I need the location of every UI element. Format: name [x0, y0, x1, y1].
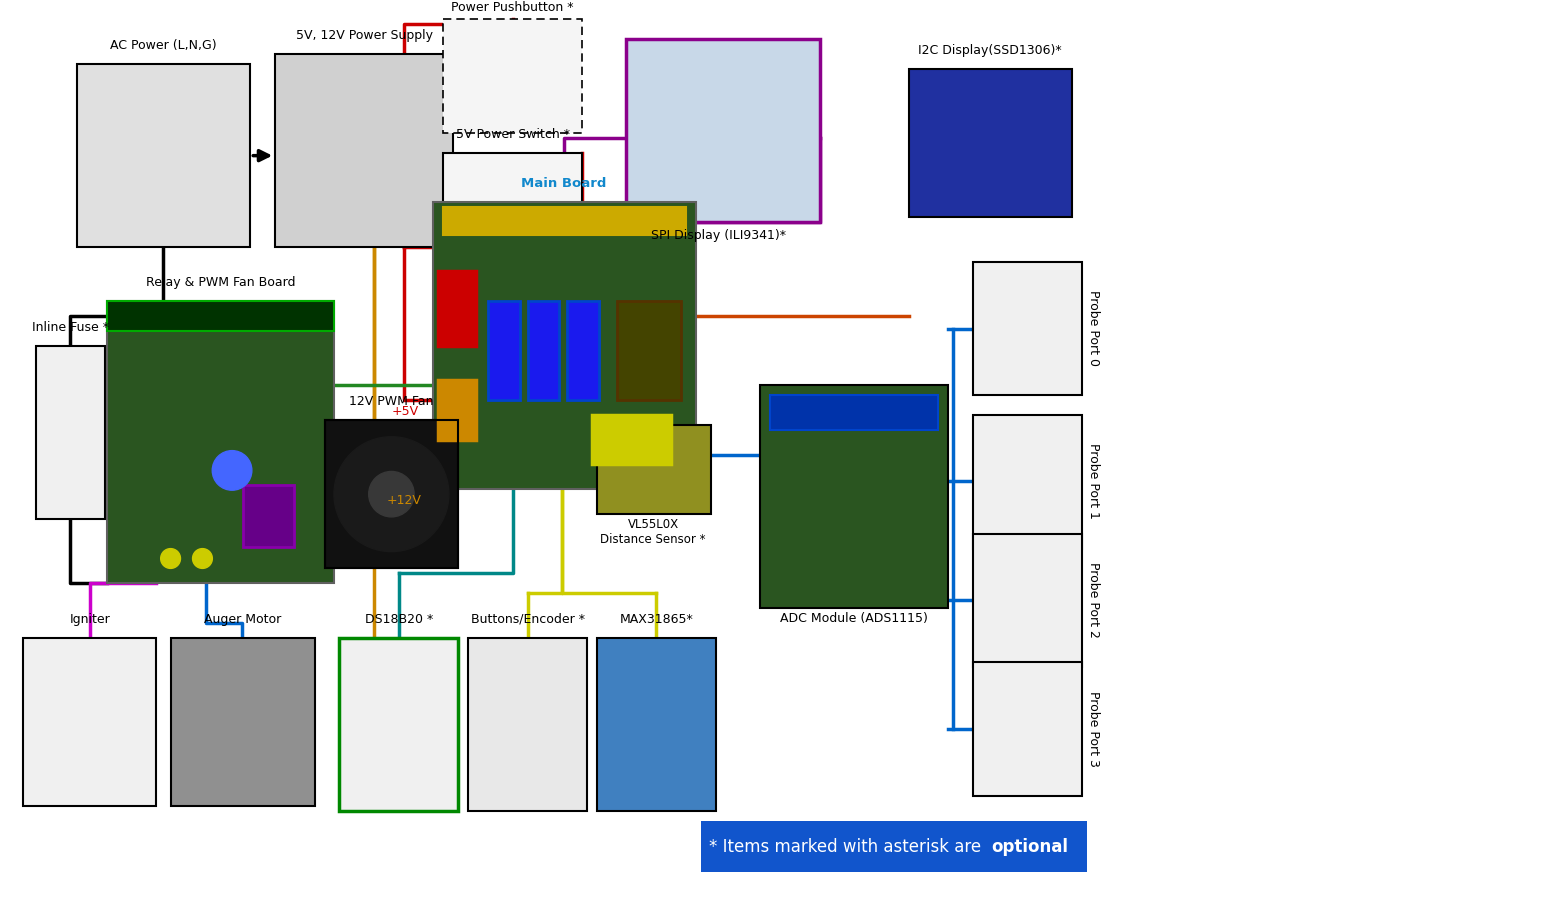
Bar	[324, 420, 459, 569]
Text: Probe Port 1: Probe Port 1	[1088, 444, 1100, 519]
Bar	[439, 381, 476, 440]
Circle shape	[334, 436, 450, 552]
Text: MAX31865*: MAX31865*	[620, 613, 694, 626]
Bar	[973, 534, 1082, 668]
Text: Main Board: Main Board	[522, 177, 607, 190]
Text: optional: optional	[990, 838, 1068, 856]
Bar	[275, 54, 453, 247]
Bar	[973, 262, 1082, 395]
Bar	[107, 302, 335, 331]
Bar	[701, 821, 1086, 872]
Bar	[488, 302, 519, 400]
Circle shape	[161, 549, 181, 569]
Bar	[596, 425, 711, 514]
Bar	[616, 302, 681, 400]
Text: +12V: +12V	[386, 494, 422, 508]
Bar	[77, 64, 250, 247]
Text: +5V: +5V	[391, 405, 419, 418]
Bar	[908, 68, 1072, 217]
Bar	[443, 207, 686, 235]
Bar	[627, 39, 819, 222]
Bar	[324, 420, 459, 569]
Bar	[592, 415, 671, 464]
Bar	[973, 415, 1082, 549]
Text: Buttons/Encoder *: Buttons/Encoder *	[471, 613, 584, 626]
Bar	[973, 662, 1082, 796]
Bar	[567, 302, 599, 400]
Bar	[340, 638, 459, 811]
Bar	[443, 19, 582, 133]
Bar	[527, 302, 559, 400]
Bar	[107, 302, 335, 583]
Circle shape	[212, 451, 252, 490]
Bar	[439, 272, 476, 346]
Text: Inline Fuse *: Inline Fuse *	[32, 320, 108, 334]
Bar	[769, 395, 938, 430]
Text: Probe Port 0: Probe Port 0	[1088, 290, 1100, 366]
Text: VL55L0X
Distance Sensor *: VL55L0X Distance Sensor *	[601, 518, 706, 546]
Text: SPI Display (ILI9341)*: SPI Display (ILI9341)*	[652, 229, 786, 242]
Text: Power Pushbutton *: Power Pushbutton *	[451, 1, 573, 14]
Text: DS18B20 *: DS18B20 *	[365, 613, 433, 626]
Text: * Items marked with asterisk are: * Items marked with asterisk are	[709, 838, 986, 856]
Bar	[36, 346, 105, 519]
Text: AC Power (L,N,G): AC Power (L,N,G)	[110, 39, 216, 51]
Bar	[443, 153, 582, 242]
Circle shape	[369, 472, 414, 517]
Bar	[244, 484, 294, 546]
Text: Probe Port 2: Probe Port 2	[1088, 562, 1100, 638]
Bar	[760, 385, 949, 608]
Bar	[171, 638, 315, 806]
Circle shape	[193, 549, 212, 569]
Bar	[596, 638, 715, 811]
Bar	[434, 202, 695, 490]
Text: ADC Module (ADS1115): ADC Module (ADS1115)	[780, 612, 929, 625]
Text: Auger Motor: Auger Motor	[204, 613, 281, 626]
Text: Probe Port 3: Probe Port 3	[1088, 691, 1100, 767]
Bar	[468, 638, 587, 811]
Text: 12V PWM Fan: 12V PWM Fan	[349, 395, 433, 408]
Bar	[23, 638, 156, 806]
Text: 5V Power Switch *: 5V Power Switch *	[456, 128, 570, 140]
Text: 5V, 12V Power Supply: 5V, 12V Power Supply	[295, 29, 433, 41]
Text: I2C Display(SSD1306)*: I2C Display(SSD1306)*	[918, 44, 1061, 57]
Text: Relay & PWM Fan Board: Relay & PWM Fan Board	[145, 276, 295, 289]
Text: Igniter: Igniter	[70, 613, 110, 626]
